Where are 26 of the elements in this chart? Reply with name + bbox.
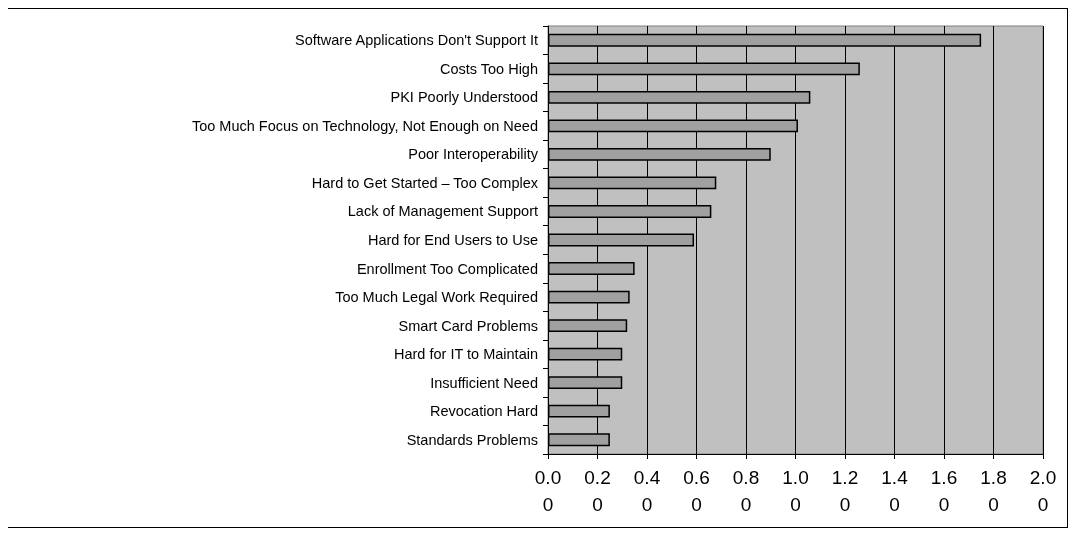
y-tick-label: Too Much Legal Work Required [335, 289, 538, 306]
y-tick-label: Lack of Management Support [347, 203, 538, 220]
x-tick-label: 1.20 [831, 467, 859, 515]
x-tick-label: 1.00 [782, 467, 809, 515]
y-tick-label: Enrollment Too Complicated [356, 260, 538, 277]
x-tick-label: 0.40 [633, 467, 661, 515]
x-tick-label: 0.00 [534, 467, 562, 515]
x-tick-label: 2.00 [1029, 467, 1057, 515]
y-tick-label: Hard to Get Started – Too Complex [311, 174, 539, 191]
y-tick-label: Software Applications Don't Support It [295, 32, 538, 49]
x-tick-label: 1.80 [980, 467, 1007, 515]
y-tick-label: Revocation Hard [430, 403, 538, 420]
y-tick-label: PKI Poorly Understood [390, 89, 538, 106]
x-tick-label: 1.40 [881, 467, 909, 515]
x-tick-label: 0.60 [683, 467, 710, 515]
y-tick-label: Poor Interoperability [408, 146, 539, 163]
x-tick-label: 0.80 [732, 467, 760, 515]
y-tick-label: Costs Too High [439, 60, 538, 77]
y-tick-label: Insufficient Need [430, 374, 538, 391]
y-tick-label: Smart Card Problems [398, 317, 538, 334]
x-tick-label: 0.20 [584, 467, 611, 515]
y-tick-label: Hard for End Users to Use [367, 232, 538, 248]
y-tick-label: Hard for IT to Maintain [394, 346, 538, 363]
y-tick-label: Too Much Focus on Technology, Not Enough on Need [191, 117, 538, 134]
y-tick-label: Standards Problems [406, 431, 538, 448]
x-tick-label: 1.60 [930, 467, 958, 515]
